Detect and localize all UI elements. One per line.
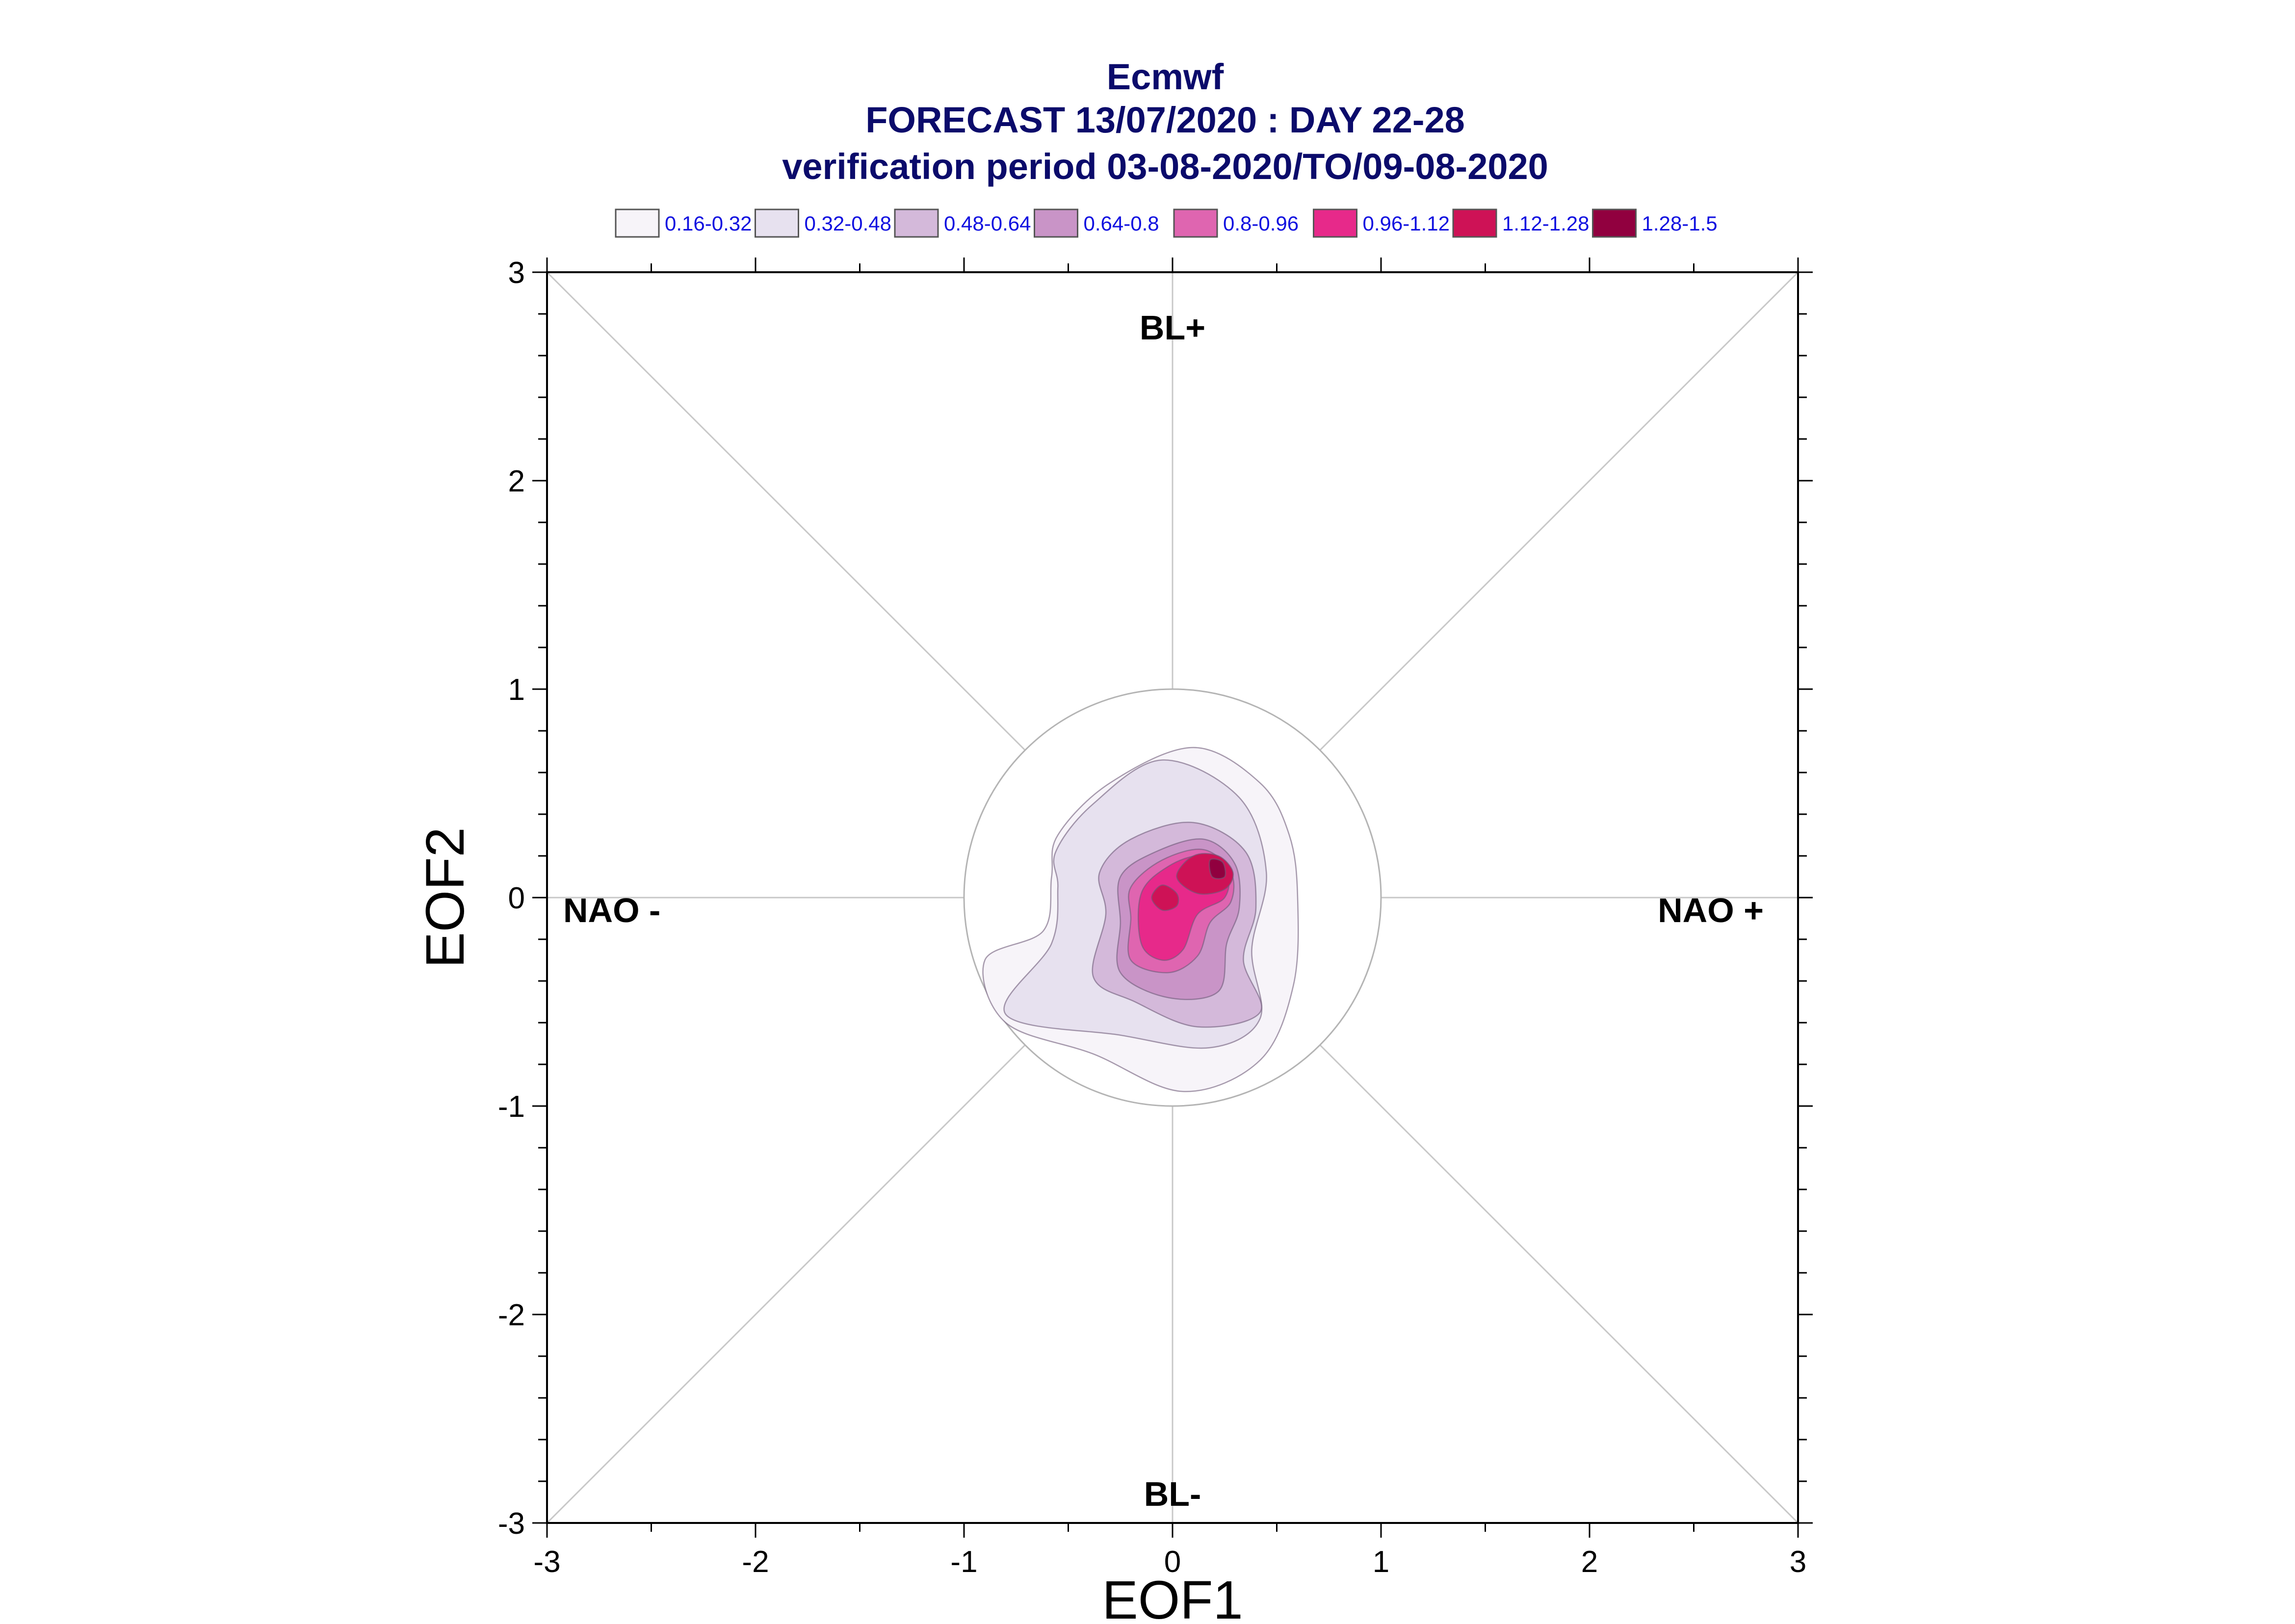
- chart-title-line2: FORECAST 13/07/2020 : DAY 22-28: [865, 100, 1465, 140]
- x-tick-label: 2: [1581, 1545, 1598, 1579]
- y-tick-label: 3: [508, 256, 525, 290]
- x-axis-title: EOF1: [1102, 1570, 1243, 1624]
- legend-label: 1.12-1.28: [1502, 212, 1589, 235]
- contour-band: [1208, 858, 1226, 879]
- legend-swatch: [894, 208, 939, 238]
- legend-swatch: [1592, 208, 1637, 238]
- regime-label-bl-plus: BL+: [1140, 309, 1205, 347]
- legend-label: 0.48-0.64: [944, 212, 1031, 235]
- y-tick-label: 2: [508, 464, 525, 498]
- legend-label: 0.96-1.12: [1363, 212, 1450, 235]
- y-tick-label: -1: [498, 1090, 525, 1124]
- legend-swatch: [1313, 208, 1357, 238]
- plot-area: -3 -2 -1 0 1 2 3 -3 -2 -1 0 1 2 3: [498, 256, 1813, 1579]
- y-tick-label: -3: [498, 1507, 525, 1541]
- legend-swatch: [1452, 208, 1497, 238]
- x-tick-label: 3: [1790, 1545, 1806, 1579]
- legend-swatch: [755, 208, 799, 238]
- contour-band: [1151, 884, 1179, 911]
- regime-label-bl-minus: BL-: [1144, 1475, 1201, 1513]
- y-tick-label: 1: [508, 673, 525, 707]
- x-tick-label: -2: [742, 1545, 769, 1579]
- axis-ticks: -3 -2 -1 0 1 2 3 -3 -2 -1 0 1 2 3: [498, 256, 1813, 1579]
- x-tick-label: 1: [1373, 1545, 1389, 1579]
- y-tick-label: 0: [508, 881, 525, 915]
- y-axis-title: EOF2: [415, 827, 475, 968]
- legend-label: 0.32-0.48: [805, 212, 891, 235]
- x-tick-label: 0: [1164, 1545, 1181, 1579]
- contour-legend: 0.16-0.32 0.32-0.48 0.48-0.64 0.64-0.8 0.8-0…: [615, 208, 1718, 238]
- x-tick-label: -1: [950, 1545, 977, 1579]
- y-tick-label: -2: [498, 1298, 525, 1332]
- legend-swatch: [615, 208, 660, 238]
- x-tick-label: -3: [533, 1545, 560, 1579]
- contour-fills: [982, 747, 1299, 1092]
- legend-swatch: [1034, 208, 1078, 238]
- legend-label: 0.8-0.96: [1223, 212, 1299, 235]
- legend-label: 1.28-1.5: [1642, 212, 1718, 235]
- regime-label-nao-plus: NAO +: [1658, 891, 1764, 929]
- chart-title-line3: verification period 03-08-2020/TO/09-08-…: [782, 146, 1548, 187]
- legend-swatch: [1173, 208, 1218, 238]
- legend-label: 0.16-0.32: [665, 212, 752, 235]
- chart-title-line1: Ecmwf: [1107, 56, 1224, 97]
- regime-label-nao-minus: NAO -: [563, 891, 660, 929]
- legend-label: 0.64-0.8: [1084, 212, 1159, 235]
